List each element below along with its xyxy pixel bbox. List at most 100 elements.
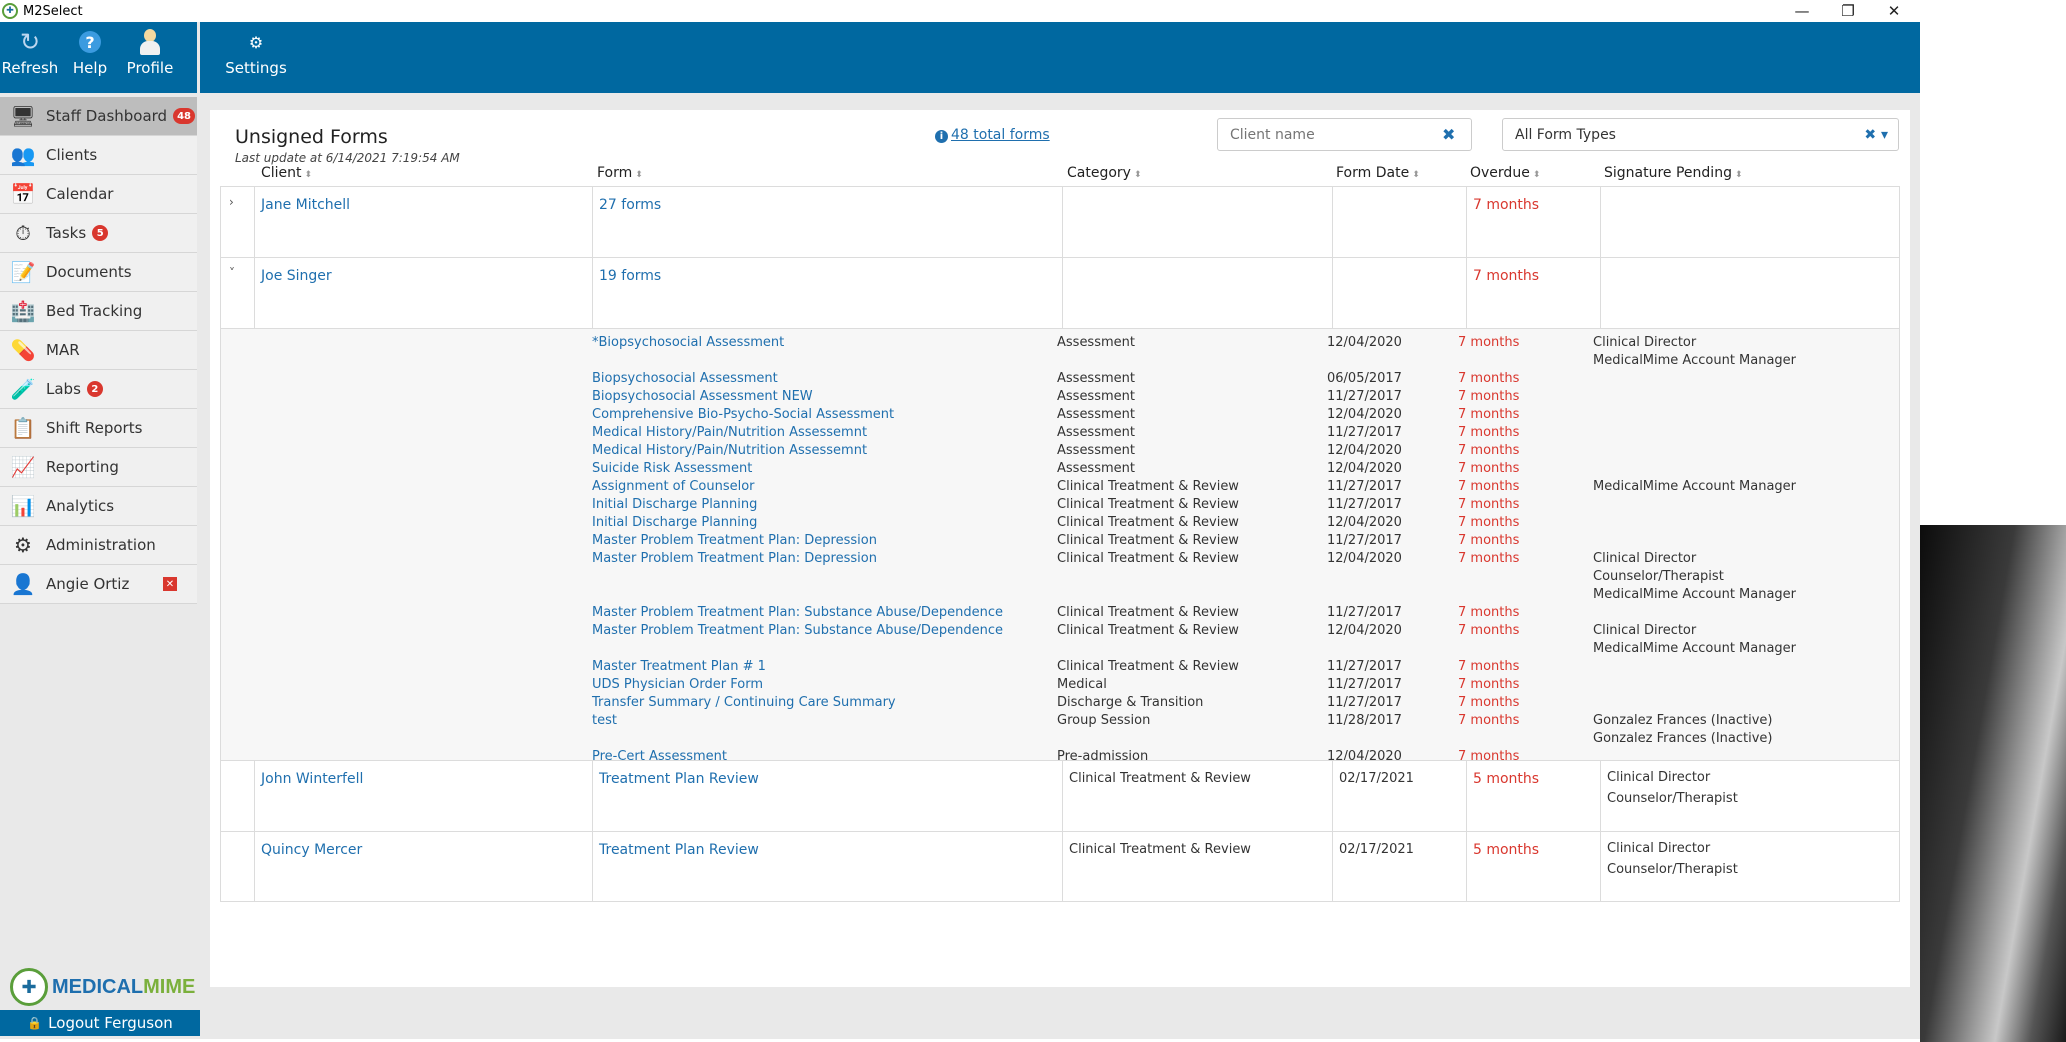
help-button[interactable]: ? Help [60,22,120,93]
dashboard-icon: 🖥 [10,104,36,128]
overdue-value: 7 months [1458,677,1520,692]
form-link[interactable]: UDS Physician Order Form [592,677,763,692]
table-row[interactable]: › Jane Mitchell 27 forms 7 months [220,186,1900,257]
sidebar-item-shift-reports[interactable]: 📋 Shift Reports [0,409,197,448]
category-value: Assessment [1057,443,1135,458]
expand-icon[interactable]: › [229,195,234,209]
client-link[interactable]: Joe Singer [261,268,332,284]
close-icon[interactable]: ✕ [163,577,177,591]
restore-button[interactable]: ❐ [1841,2,1855,20]
settings-button[interactable]: ⚙ Settings [200,22,312,93]
form-link[interactable]: test [592,713,617,728]
gear-icon: ⚙ [248,32,264,52]
category-value: Group Session [1057,713,1151,728]
sidebar-item-mar[interactable]: 💊 MAR [0,331,197,370]
sidebar-item-label: Clients [46,146,98,164]
form-link[interactable]: Master Treatment Plan # 1 [592,659,766,674]
form-link[interactable]: Assignment of Counselor [592,479,755,494]
profile-label: Profile [126,59,174,77]
form-link[interactable]: Master Problem Treatment Plan: Substance… [592,605,1004,620]
sidebar-item-staff-dashboard[interactable]: 🖥 Staff Dashboard 48 [0,97,197,136]
form-date-value: 11/27/2017 [1327,659,1402,674]
client-link[interactable]: John Winterfell [261,771,364,787]
category-value: Assessment [1057,335,1135,350]
form-link[interactable]: Initial Discharge Planning [592,515,758,530]
labs-icon: 🧪 [10,377,36,401]
col-header-overdue[interactable]: Overdue ⬍ [1470,165,1541,181]
form-link[interactable]: Master Problem Treatment Plan: Depressio… [592,533,877,548]
sidebar-item-reporting[interactable]: 📈 Reporting [0,448,197,487]
form-link[interactable]: Master Problem Treatment Plan: Depressio… [592,551,877,566]
close-button[interactable]: ✕ [1887,2,1901,20]
clear-icon[interactable]: ✖ [1442,125,1456,144]
sidebar-item-bed-tracking[interactable]: 🏥 Bed Tracking [0,292,197,331]
form-link[interactable]: Suicide Risk Assessment [592,461,753,476]
form-link[interactable]: Medical History/Pain/Nutrition Assessemn… [592,443,868,458]
form-link[interactable]: Biopsychosocial Assessment [592,371,778,386]
sidebar-item-analytics[interactable]: 📊 Analytics [0,487,197,526]
form-date-value: 02/17/2021 [1339,771,1414,786]
client-name-input[interactable] [1218,126,1438,143]
form-date-value: 12/04/2020 [1327,335,1402,350]
logout-button[interactable]: 🔒 Logout Ferguson [0,1010,200,1036]
sidebar-item-calendar[interactable]: 📅 Calendar [0,175,197,214]
form-link[interactable]: Medical History/Pain/Nutrition Assessemn… [592,425,868,440]
sidebar-item-labs[interactable]: 🧪 Labs 2 [0,370,197,409]
total-forms-link[interactable]: i 48 total forms [935,127,1050,143]
category-value: Clinical Treatment & Review [1057,659,1239,674]
form-type-select[interactable]: All Form Types ✖ ▾ [1502,118,1899,151]
client-link[interactable]: Quincy Mercer [261,842,363,858]
clear-dropdown-icon[interactable]: ✖ ▾ [1864,126,1888,143]
forms-count-link[interactable]: 27 forms [599,197,662,213]
table-row[interactable]: Quincy Mercer Treatment Plan Review Clin… [220,831,1900,902]
sidebar-item-clients[interactable]: 👥 Clients [0,136,197,175]
category-value: Assessment [1057,407,1135,422]
signature-pending-value: Clinical Director [1593,335,1697,350]
form-link[interactable]: Comprehensive Bio-Psycho-Social Assessme… [592,407,895,422]
minimize-button[interactable]: — [1794,2,1810,20]
forms-count-link[interactable]: 19 forms [599,268,662,284]
sidebar-item-tasks[interactable]: ⏱ Tasks 5 [0,214,197,253]
sidebar-item-user[interactable]: 👤 Angie Ortiz ✕ [0,565,197,604]
form-link[interactable]: Transfer Summary / Continuing Care Summa… [592,695,896,710]
category-value: Clinical Treatment & Review [1057,479,1239,494]
sidebar-item-documents[interactable]: 📝 Documents [0,253,197,292]
tasks-icon: ⏱ [15,221,31,245]
form-link[interactable]: Treatment Plan Review [599,842,759,858]
category-value: Medical [1057,677,1107,692]
form-link[interactable]: Treatment Plan Review [599,771,759,787]
overdue-value: 7 months [1458,497,1520,512]
sidebar-item-label: Staff Dashboard [46,107,168,125]
col-header-form[interactable]: Form ⬍ [597,165,643,181]
collapse-icon[interactable]: ˅ [229,266,235,280]
form-link[interactable]: Biopsychosocial Assessment NEW [592,389,813,404]
overdue-value: 7 months [1458,533,1520,548]
window-titlebar: ✚ M2Select — ❐ ✕ [0,0,2066,22]
table-row[interactable]: John Winterfell Treatment Plan Review Cl… [220,760,1900,831]
form-date-value: 12/04/2020 [1327,515,1402,530]
sidebar-item-administration[interactable]: ⚙ Administration [0,526,197,565]
sort-icon: ⬍ [1532,170,1541,180]
col-header-signature-pending[interactable]: Signature Pending ⬍ [1604,165,1743,181]
form-link[interactable]: Master Problem Treatment Plan: Substance… [592,623,1004,638]
col-header-form-date[interactable]: Form Date ⬍ [1336,165,1420,181]
col-header-category[interactable]: Category ⬍ [1067,165,1142,181]
form-link[interactable]: *Biopsychosocial Assessment [592,335,785,350]
logo-text-part2: MIME [143,975,196,998]
form-link[interactable]: Initial Discharge Planning [592,497,758,512]
overdue-value: 7 months [1458,695,1520,710]
toolbar-right: ⚙ Settings [200,22,1920,93]
window-title: M2Select [23,3,83,19]
logo-text-part1: MEDICAL [52,975,144,998]
tasks-badge: 5 [92,225,109,241]
signature-pending-value: MedicalMime Account Manager [1593,353,1797,368]
gear-icon: ⚙ [14,533,32,557]
col-header-client[interactable]: Client ⬍ [261,165,313,181]
client-link[interactable]: Jane Mitchell [261,197,351,213]
shift-reports-icon: 📋 [10,416,36,440]
form-date-value: 11/27/2017 [1327,605,1402,620]
table-row[interactable]: ˅ Joe Singer 19 forms 7 months [220,257,1900,328]
signature-pending-value: Counselor/Therapist [1607,791,1738,806]
refresh-button[interactable]: ↻ Refresh [0,22,60,93]
profile-button[interactable]: Profile [120,22,180,93]
